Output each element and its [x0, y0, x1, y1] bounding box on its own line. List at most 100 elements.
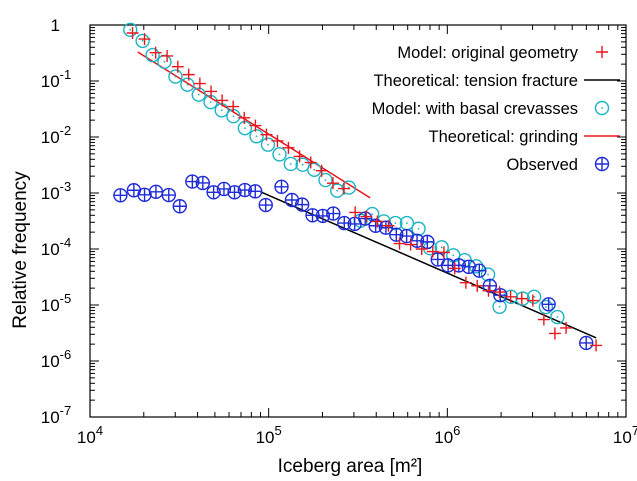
- data-point: [472, 263, 487, 278]
- circle-marker-dot: [301, 163, 304, 166]
- data-point: [393, 237, 406, 250]
- data-point: [415, 243, 428, 255]
- plus-marker-shape: [138, 33, 151, 46]
- circle-marker-dot: [313, 168, 316, 171]
- plot-frame: [89, 24, 627, 418]
- data-point: [404, 238, 417, 251]
- circle-marker-dot: [324, 179, 327, 181]
- data-point: [193, 77, 206, 90]
- plus-marker-shape: [249, 119, 262, 132]
- plus-marker-shape: [216, 94, 229, 107]
- data-point: [161, 187, 176, 203]
- series-model-with-basal-crevasses: [123, 22, 565, 325]
- data-point: [537, 313, 550, 326]
- data-point: [382, 219, 395, 232]
- data-point: [378, 220, 394, 235]
- plus-marker-shape: [171, 60, 184, 73]
- circled-plus-cross: [472, 264, 486, 278]
- circled-plus-cross: [420, 235, 434, 249]
- circle-marker-dot: [174, 75, 177, 78]
- data-point: [293, 150, 306, 163]
- legend-label: Theoretical: grinding: [429, 128, 579, 146]
- data-point: [471, 279, 484, 292]
- plus-marker-shape: [161, 49, 174, 62]
- circle-marker-dot: [267, 143, 269, 146]
- plus-marker-shape: [482, 284, 495, 297]
- data-point: [349, 206, 362, 219]
- plus-marker-shape: [548, 327, 561, 340]
- circle-marker-dot: [394, 222, 397, 225]
- data-point: [426, 245, 439, 258]
- data-point: [504, 290, 517, 303]
- circled-plus-cross: [295, 198, 309, 212]
- circle-marker-dot: [197, 93, 200, 96]
- circle-marker-dot: [278, 153, 281, 156]
- legend-label: Model: with basal crevasses: [372, 100, 578, 118]
- plus-marker-shape: [526, 294, 539, 307]
- circled-plus-cross: [542, 297, 556, 311]
- data-point: [172, 199, 187, 214]
- data-point: [326, 206, 341, 221]
- data-point: [590, 339, 603, 352]
- plus-marker-shape: [393, 237, 406, 250]
- circle-marker-shape: [594, 100, 610, 116]
- data-point: [526, 289, 542, 305]
- circle-marker-dot: [556, 316, 559, 318]
- circled-plus-cross: [595, 157, 609, 171]
- y-tick-label: 10-1: [41, 67, 71, 91]
- x-tick-label: 106: [434, 423, 460, 447]
- circle-marker-shape: [272, 147, 287, 162]
- circle-marker-dot: [255, 135, 258, 138]
- plus-marker-shape: [227, 100, 240, 113]
- data-point: [358, 211, 373, 226]
- circle-marker-dot: [440, 246, 443, 249]
- circle-marker-shape: [526, 289, 542, 305]
- circle-marker-shape: [249, 129, 264, 144]
- data-point: [238, 111, 251, 124]
- plus-marker-shape: [193, 77, 206, 90]
- data-point: [249, 119, 262, 132]
- data-point: [145, 47, 160, 63]
- circle-marker-shape: [307, 162, 322, 177]
- circle-marker-shape: [283, 156, 298, 172]
- data-point: [258, 197, 273, 213]
- data-point: [318, 172, 333, 188]
- circle-marker-shape: [503, 289, 519, 305]
- plus-marker-shape: [504, 290, 517, 303]
- plus-marker-shape: [271, 134, 284, 147]
- circle-marker-dot: [533, 295, 536, 298]
- plus-marker-shape: [238, 111, 251, 124]
- circled-plus-cross: [348, 217, 362, 231]
- data-point: [271, 134, 284, 147]
- plus-marker-shape: [293, 150, 306, 163]
- circle-marker-dot: [209, 101, 212, 103]
- circle-marker-dot: [371, 213, 374, 215]
- data-layer: [113, 22, 603, 352]
- data-point: [480, 267, 496, 282]
- y-tick-label: 10-5: [41, 291, 71, 315]
- circle-marker-shape: [180, 77, 195, 92]
- circle-marker-shape: [135, 33, 150, 49]
- plus-marker-shape: [596, 46, 608, 58]
- data-point: [135, 33, 150, 49]
- legend: Model: original geometry Theoretical: ten…: [372, 44, 620, 174]
- circled-plus-cross: [326, 207, 340, 221]
- circled-plus-cross: [127, 183, 141, 197]
- data-point: [180, 77, 195, 92]
- x-tick-label: 105: [256, 423, 282, 447]
- circled-plus-cross: [400, 229, 414, 243]
- legend-marker-sample: [596, 46, 608, 58]
- plus-marker-shape: [149, 46, 162, 59]
- data-point: [171, 60, 184, 73]
- data-point: [461, 259, 477, 275]
- plus-marker-shape: [537, 313, 550, 326]
- data-point: [195, 175, 211, 191]
- data-point: [493, 286, 506, 299]
- data-point: [579, 335, 594, 351]
- circled-plus-cross: [275, 180, 289, 194]
- data-point: [411, 221, 426, 236]
- data-point: [337, 182, 350, 195]
- circle-marker-dot: [498, 305, 501, 308]
- data-point: [550, 309, 565, 325]
